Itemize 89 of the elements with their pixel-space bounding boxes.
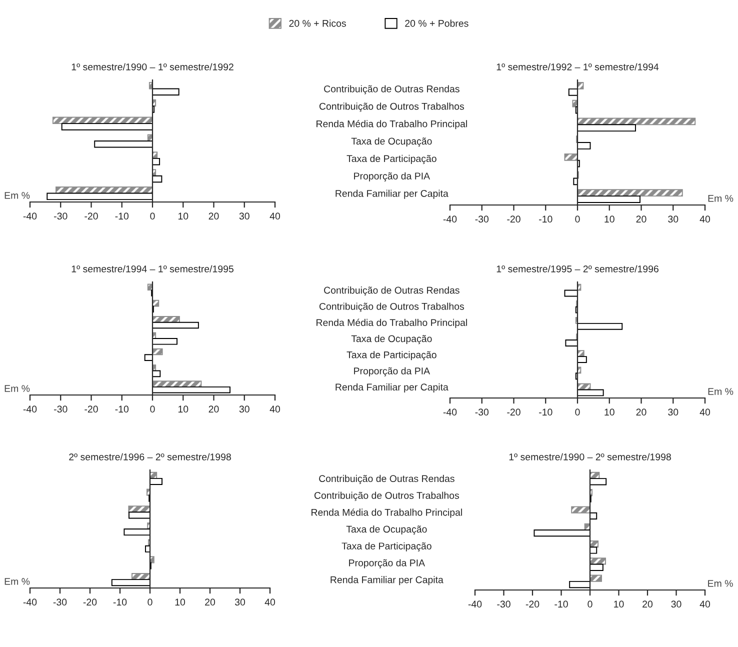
x-tick-label: -10 — [115, 406, 129, 413]
text: Em % — [708, 580, 733, 587]
x-tick-label: -30 — [53, 598, 67, 606]
x-tick-label: 40 — [700, 600, 710, 608]
x-tick-label: -20 — [84, 212, 98, 220]
x-tick-label: 40 — [700, 216, 710, 223]
y-tick-label: Renda Média do Trabalho Principal — [316, 318, 467, 328]
chart-title: 1º semestre/1994 – 1º semestre/1995 — [72, 265, 234, 272]
x-tick-label: 20 — [642, 600, 653, 608]
y-tick-label: Contribuição de Outras Rendas — [324, 85, 460, 94]
x-tick-label: 30 — [234, 598, 246, 606]
y-tick-label: Taxa de Participação — [346, 351, 436, 360]
y-tick-label: Renda Média do Trabalho Principal — [312, 508, 462, 518]
x-tick-label: -40 — [23, 406, 37, 413]
x-tick-label: 40 — [700, 408, 710, 416]
y-tick-label: Taxa de Participação — [346, 154, 436, 164]
text: Em % — [4, 192, 30, 199]
x-tick-label: -20 — [526, 600, 540, 608]
x-tick-label: -20 — [84, 406, 98, 413]
y-tick-label: Renda Familiar per Capita — [330, 576, 444, 586]
x-tick-label: -40 — [23, 598, 37, 606]
x-tick-label: -40 — [443, 216, 457, 223]
chart-title: 1º semestre/1990 – 2º semestre/1998 — [509, 453, 671, 460]
y-tick-label: Proporção da PIA — [354, 172, 430, 182]
legend-label: 20 % + Ricos — [289, 20, 346, 27]
y-tick-label: Taxa de Ocupação — [346, 525, 427, 535]
y-tick-label: Taxa de Participação — [342, 542, 432, 552]
x-tick-label: 40 — [264, 598, 276, 606]
x-tick-label: -10 — [539, 216, 552, 223]
y-tick-label: Contribuição de Outros Trabalhos — [314, 492, 460, 501]
x-tick-label: 10 — [175, 598, 186, 606]
x-tick-label: -30 — [475, 216, 489, 223]
chart-title: 2º semestre/1996 – 2º semestre/1998 — [69, 453, 231, 460]
x-tick-label: 20 — [636, 408, 646, 416]
x-tick-label: 10 — [178, 406, 188, 413]
x-tick-label: 10 — [604, 216, 614, 223]
chart-title: 1º semestre/1990 – 1º semestre/1992 — [72, 63, 234, 70]
x-tick-label: 20 — [636, 216, 646, 223]
x-tick-label: 0 — [588, 600, 592, 608]
y-tick-label: Contribuição de Outros Trabalhos — [319, 102, 464, 112]
x-tick-label: 30 — [671, 600, 682, 608]
x-tick-label: -40 — [23, 212, 37, 220]
x-tick-label: 40 — [270, 212, 280, 220]
x-tick-label: -10 — [554, 600, 568, 608]
x-tick-label: -30 — [54, 406, 68, 413]
y-tick-label: Renda Familiar per Capita — [336, 383, 448, 392]
x-tick-label: -10 — [539, 408, 552, 416]
y-tick-label: Contribuição de Outras Rendas — [319, 474, 454, 484]
x-tick-label: 20 — [208, 406, 219, 413]
x-tick-label: 0 — [575, 216, 580, 223]
x-tick-label: -30 — [497, 600, 510, 608]
x-tick-label: 30 — [239, 406, 250, 413]
y-tick-label: Contribuição de Outras Rendas — [324, 286, 460, 296]
y-tick-label: Proporção da PIA — [354, 367, 430, 376]
text: Em % — [4, 578, 30, 585]
text: Em % — [708, 388, 734, 395]
x-tick-label: -30 — [54, 212, 68, 220]
y-tick-label: Renda Média do Trabalho Principal — [316, 120, 467, 130]
x-tick-label: -40 — [468, 600, 482, 608]
text: Em % — [708, 194, 734, 202]
x-tick-label: 0 — [148, 598, 152, 606]
x-tick-label: 10 — [604, 408, 614, 416]
x-tick-label: -10 — [113, 598, 127, 606]
y-tick-label: Taxa de Ocupação — [351, 137, 432, 147]
x-tick-label: 0 — [575, 408, 580, 416]
x-tick-label: 30 — [668, 408, 678, 416]
chart-title: 1º semestre/1995 – 2º semestre/1996 — [496, 265, 658, 272]
legend-label: 20 % + Pobres — [405, 20, 468, 27]
x-tick-label: -20 — [83, 598, 97, 606]
x-tick-label: 20 — [205, 598, 216, 606]
x-tick-label: 40 — [270, 406, 280, 413]
x-tick-label: -10 — [115, 212, 129, 220]
x-tick-label: 10 — [614, 600, 624, 608]
y-tick-label: Proporção da PIA — [349, 559, 426, 568]
x-tick-label: 0 — [150, 212, 155, 220]
text: Em % — [4, 385, 30, 392]
chart-title: 1º semestre/1992 – 1º semestre/1994 — [496, 63, 659, 70]
y-tick-label: Contribuição de Outros Trabalhos — [319, 302, 464, 312]
x-tick-label: 20 — [208, 212, 219, 220]
x-tick-label: 30 — [668, 216, 678, 223]
x-tick-label: 10 — [178, 212, 188, 220]
x-tick-label: 30 — [239, 212, 250, 220]
x-tick-label: -40 — [443, 408, 457, 416]
x-tick-label: -30 — [475, 408, 489, 416]
x-tick-label: 0 — [150, 406, 155, 413]
x-tick-label: -20 — [507, 216, 520, 223]
x-tick-label: -20 — [507, 408, 520, 416]
y-tick-label: Renda Familiar per Capita — [336, 190, 448, 199]
y-tick-label: Taxa de Ocupação — [351, 334, 432, 344]
